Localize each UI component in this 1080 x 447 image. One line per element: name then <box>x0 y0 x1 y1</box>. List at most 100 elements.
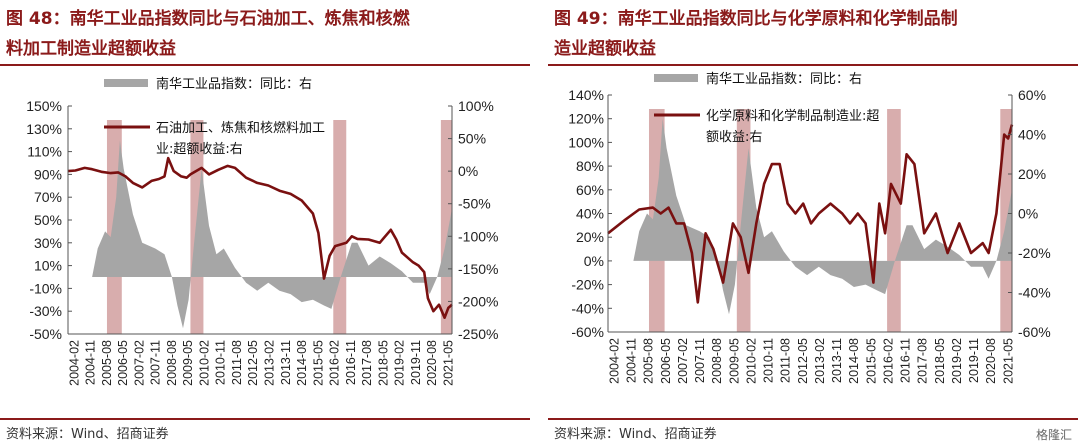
x-tick-label: 2007-11 <box>149 340 163 385</box>
legend-swatch-area <box>654 74 698 82</box>
x-tick-label: 2017-08 <box>360 340 374 386</box>
right-tick-label: 20% <box>1018 166 1046 182</box>
x-tick-label: 2017-08 <box>916 338 930 384</box>
x-tick-label: 2016-02 <box>328 340 342 386</box>
x-tick-label: 2013-02 <box>263 340 277 386</box>
x-tick-label: 2012-05 <box>246 340 260 386</box>
legend-label-line: 石油加工、炼焦和核燃料加工 <box>156 120 325 136</box>
left-tick-label: 150% <box>26 98 62 114</box>
left-tick-label: -30% <box>29 303 62 319</box>
right-tick-label: 0% <box>1018 206 1038 222</box>
right-tick-label: -20% <box>1018 245 1051 261</box>
x-tick-label: 2010-02 <box>744 338 758 384</box>
x-tick-label: 2004-11 <box>625 338 639 383</box>
x-tick-label: 2006-05 <box>659 338 673 384</box>
x-tick-label: 2019-02 <box>950 338 964 384</box>
chart-title: 图 48：南华工业品指数同比与石油加工、炼焦和核燃 料加工制造业超额收益 <box>6 4 526 64</box>
left-tick-label: 120% <box>568 111 604 127</box>
x-tick-label: 2021-05 <box>1001 338 1015 384</box>
left-tick-label: 80% <box>576 158 604 174</box>
right-tick-label: -100% <box>458 228 498 244</box>
x-tick-label: 2013-11 <box>830 338 844 383</box>
legend-label-line: 额收益:右 <box>706 130 762 145</box>
x-tick-label: 2004-11 <box>84 340 98 385</box>
right-tick-label: -150% <box>458 261 498 277</box>
right-tick-label: -40% <box>1018 285 1051 301</box>
x-tick-label: 2006-05 <box>116 340 130 386</box>
source-note: 资料来源：Wind、招商证券 <box>554 427 717 442</box>
x-tick-label: 2010-11 <box>214 340 228 385</box>
x-tick-label: 2008-08 <box>710 338 724 384</box>
legend-label-area: 南华工业品指数：同比：右 <box>706 71 862 87</box>
chart-title-line-1: 图 49：南华工业品指数同比与化学原料和化学制品制 <box>554 9 958 29</box>
chart-plot: 140% 120% 100% 80% 60% 40% 20% 0% -20% -40% -60% 60… <box>568 71 1051 384</box>
legend-label-line: 业:超额收益:右 <box>156 142 243 157</box>
x-tick-label: 2005-08 <box>642 338 656 384</box>
legend-label-area: 南华工业品指数：同比：右 <box>156 76 312 92</box>
x-tick-label: 2013-02 <box>813 338 827 384</box>
series-area-nanhua <box>608 118 1012 315</box>
right-tick-label: -250% <box>458 326 498 342</box>
left-tick-label: 10% <box>34 258 62 274</box>
legend-label-line: 化学原料和化学制品制造业:超 <box>706 108 879 124</box>
x-tick-label: 2019-11 <box>409 340 423 385</box>
x-tick-label: 2007-02 <box>132 340 146 386</box>
right-tick-label: -60% <box>1018 324 1051 340</box>
chart-panel-48: 图 48：南华工业品指数同比与石油加工、炼焦和核燃 料加工制造业超额收益 150… <box>0 0 530 447</box>
chart-title-line-1: 图 48：南华工业品指数同比与石油加工、炼焦和核燃 <box>6 9 410 29</box>
source-rule <box>548 418 1078 420</box>
left-tick-label: 130% <box>26 121 62 137</box>
x-tick-label: 2015-05 <box>311 340 325 386</box>
source-note: 资料来源：Wind、招商证券 <box>6 427 169 442</box>
x-tick-label: 2010-02 <box>197 340 211 386</box>
right-tick-label: 100% <box>458 98 494 114</box>
left-tick-label: 70% <box>34 189 62 205</box>
x-tick-label: 2013-11 <box>279 340 293 385</box>
left-tick-label: -10% <box>29 280 62 296</box>
left-tick-label: -40% <box>571 300 604 316</box>
series-line-excess-return <box>607 124 1014 304</box>
legend-swatch-area <box>104 79 148 87</box>
x-tick-label: 2007-02 <box>676 338 690 384</box>
x-tick-label: 2004-02 <box>67 340 81 386</box>
x-tick-label: 2015-05 <box>864 338 878 384</box>
x-tick-label: 2020-08 <box>984 338 998 384</box>
left-tick-label: 20% <box>576 229 604 245</box>
left-tick-label: 60% <box>576 182 604 198</box>
left-tick-label: 50% <box>34 212 62 228</box>
chart-plot: 150% 130% 110% 90% 70% 50% 30% 10% -10% -30% -50% 1… <box>26 76 498 386</box>
x-tick-label: 2010-11 <box>762 338 776 383</box>
x-tick-label: 2016-11 <box>899 338 913 383</box>
left-tick-label: 0% <box>584 253 604 269</box>
x-tick-label: 2014-08 <box>847 338 861 384</box>
left-tick-label: -50% <box>29 326 62 342</box>
x-tick-label: 2020-08 <box>425 340 439 386</box>
x-tick-label: 2018-05 <box>376 340 390 386</box>
shaded-band <box>1000 109 1012 332</box>
left-tick-label: 140% <box>568 87 604 103</box>
right-tick-label: -200% <box>458 293 498 309</box>
x-tick-label: 2021-05 <box>441 340 455 386</box>
series-line-excess-return <box>67 156 453 319</box>
left-tick-label: 30% <box>34 235 62 251</box>
chart-title-line-2: 料加工制造业超额收益 <box>6 39 176 59</box>
x-tick-label: 2011-08 <box>230 340 244 385</box>
x-tick-label: 2016-11 <box>344 340 358 385</box>
left-tick-label: 100% <box>568 134 604 150</box>
x-tick-label: 2007-11 <box>693 338 707 383</box>
title-rule <box>0 64 530 66</box>
x-tick-label: 2018-05 <box>933 338 947 384</box>
x-tick-label: 2014-08 <box>295 340 309 386</box>
x-tick-label: 2004-02 <box>607 338 621 384</box>
x-tick-label: 2012-05 <box>796 338 810 384</box>
right-tick-label: 0% <box>458 163 478 179</box>
title-rule <box>548 64 1078 66</box>
watermark: 格隆汇 <box>1035 428 1072 442</box>
left-tick-label: 90% <box>34 166 62 182</box>
left-tick-label: -60% <box>571 324 604 340</box>
shaded-band <box>333 120 347 334</box>
left-tick-label: -20% <box>571 277 604 293</box>
x-tick-label: 2005-08 <box>100 340 114 386</box>
left-tick-label: 40% <box>576 206 604 222</box>
right-tick-label: 40% <box>1018 127 1046 143</box>
